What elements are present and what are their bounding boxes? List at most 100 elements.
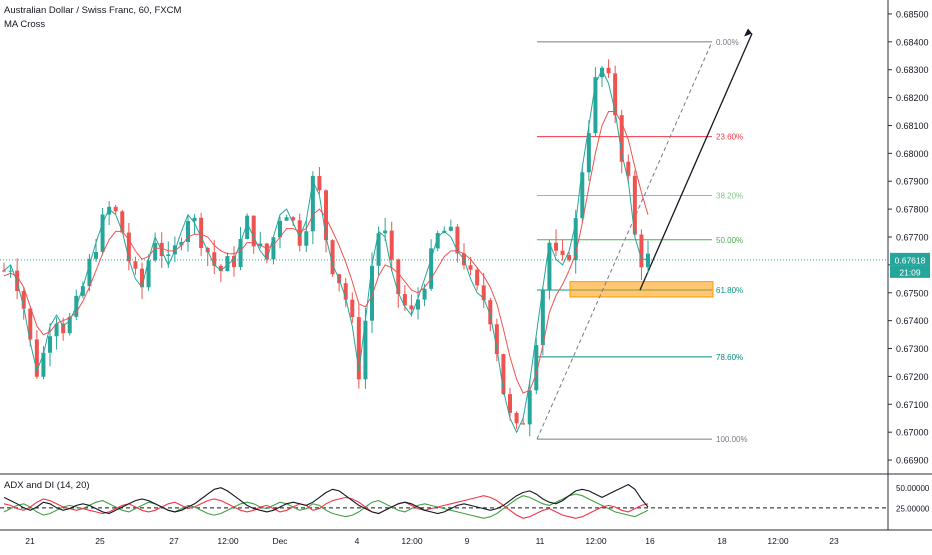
candle-body	[639, 234, 644, 268]
candle-body	[606, 67, 611, 74]
fib-level-label: 61.80%	[716, 286, 743, 295]
candle-body	[67, 316, 72, 334]
fib-level-label: 38.20%	[716, 191, 743, 200]
candle-body	[120, 211, 125, 233]
candle-body	[146, 260, 151, 288]
candle-body	[389, 230, 394, 260]
candle-body	[140, 268, 144, 288]
candle-body	[534, 345, 539, 391]
candle-body	[619, 115, 624, 162]
candle-body	[429, 248, 434, 289]
fib-level-label: 100.00%	[716, 435, 748, 444]
candle-body	[402, 294, 407, 306]
candle-body	[521, 423, 526, 425]
x-tick-label: 23	[829, 536, 839, 546]
candle-body	[350, 299, 355, 318]
y-tick-label: 0.67400	[896, 316, 929, 326]
candle-body	[600, 67, 604, 78]
candle-body	[232, 256, 236, 268]
fib-level-label: 0.00%	[716, 38, 739, 47]
candle-body	[632, 175, 637, 235]
x-tick-label: 9	[465, 536, 470, 546]
candle-body	[527, 390, 532, 425]
candle-body	[153, 242, 158, 261]
x-tick-label: 12:00	[401, 536, 423, 546]
adx-minus_di-line	[3, 495, 649, 519]
candle-body	[593, 77, 598, 134]
adx-adx-line	[3, 483, 649, 515]
adx-tick-label: 25.00000	[896, 504, 930, 513]
y-tick-label: 0.67800	[896, 205, 929, 215]
x-tick-label: 21	[25, 536, 35, 546]
candle-body	[514, 412, 519, 424]
candle-body	[646, 253, 650, 268]
candle-body	[113, 206, 118, 212]
y-tick-label: 0.67000	[896, 428, 929, 438]
last-price-label: 0.67618	[895, 255, 926, 265]
candle-body	[343, 283, 348, 300]
candle-body	[324, 190, 328, 241]
candle-body	[567, 254, 572, 261]
projection-arrow	[639, 33, 753, 291]
candle-body	[554, 242, 558, 251]
candle-body	[297, 220, 302, 246]
candle-body	[251, 215, 256, 247]
candle-body	[435, 233, 440, 249]
candle-body	[409, 305, 414, 310]
candle-body	[448, 226, 453, 231]
candle-body	[87, 258, 92, 287]
candle-body	[199, 217, 204, 248]
candle-body	[2, 270, 6, 272]
candle-body	[481, 285, 486, 301]
candle-body	[54, 323, 59, 337]
candle-body	[580, 172, 585, 219]
candle-body	[422, 288, 427, 300]
y-tick-label: 0.66900	[896, 456, 929, 466]
candle-body	[34, 339, 39, 377]
adx-tick-label: 50.00000	[896, 484, 930, 493]
candle-body	[159, 242, 164, 257]
candle-body	[613, 73, 618, 116]
candle-body	[573, 218, 578, 261]
candle-body	[317, 175, 322, 191]
candle-body	[494, 324, 499, 355]
candle-body	[383, 230, 388, 234]
candle-body	[133, 261, 138, 269]
x-tick-label: 12:00	[217, 536, 239, 546]
x-tick-label: 4	[355, 536, 360, 546]
fib-trendline	[536, 41, 713, 440]
candle-body	[370, 265, 374, 321]
candle-body	[278, 220, 282, 238]
x-tick-label: 27	[169, 536, 179, 546]
candle-body	[468, 265, 473, 270]
y-tick-label: 0.67500	[896, 288, 929, 298]
candle-body	[41, 352, 46, 377]
y-tick-label: 0.67200	[896, 372, 929, 382]
x-tick-label: 25	[95, 536, 105, 546]
x-tick-label: 11	[536, 536, 545, 546]
x-tick-label: 18	[717, 536, 727, 546]
x-tick-label: 12:00	[585, 536, 607, 546]
candle-body	[291, 217, 296, 221]
candle-body	[304, 231, 309, 246]
y-tick-label: 0.68000	[896, 149, 929, 159]
candle-body	[376, 233, 381, 266]
candle-body	[245, 215, 250, 240]
candle-body	[61, 323, 66, 334]
fib-level-label: 50.00%	[716, 236, 743, 245]
last-price-badge	[890, 252, 930, 266]
x-tick-label: Dec	[272, 536, 288, 546]
candle-body	[501, 354, 506, 395]
y-tick-label: 0.68400	[896, 37, 929, 47]
candle-body	[396, 259, 401, 295]
candle-body	[238, 239, 243, 268]
projection-arrow-head	[744, 28, 752, 37]
candle-body	[363, 320, 368, 380]
x-tick-label: 16	[645, 536, 655, 546]
candle-body	[126, 232, 131, 262]
countdown-badge	[890, 265, 930, 278]
y-tick-label: 0.67700	[896, 233, 929, 243]
candle-body	[80, 286, 85, 296]
